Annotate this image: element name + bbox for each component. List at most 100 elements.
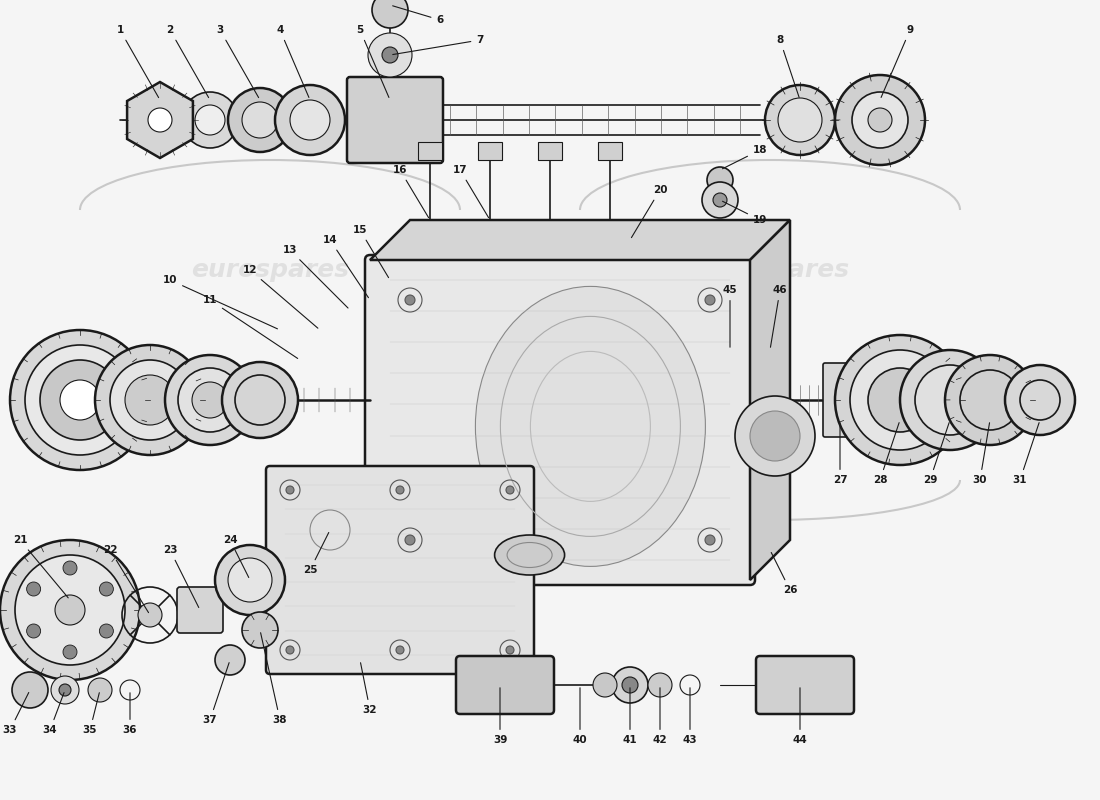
Circle shape bbox=[182, 92, 238, 148]
Circle shape bbox=[228, 88, 292, 152]
Circle shape bbox=[396, 486, 404, 494]
Ellipse shape bbox=[495, 535, 564, 575]
Text: 27: 27 bbox=[833, 422, 847, 485]
Circle shape bbox=[405, 295, 415, 305]
Circle shape bbox=[286, 646, 294, 654]
Text: 43: 43 bbox=[683, 688, 697, 745]
Text: 33: 33 bbox=[2, 693, 29, 735]
FancyBboxPatch shape bbox=[365, 255, 755, 585]
Text: 16: 16 bbox=[393, 165, 429, 218]
Text: 11: 11 bbox=[202, 295, 298, 358]
Text: 28: 28 bbox=[872, 422, 899, 485]
Circle shape bbox=[228, 558, 272, 602]
Text: 24: 24 bbox=[222, 535, 249, 578]
Text: 14: 14 bbox=[322, 235, 368, 298]
Text: 32: 32 bbox=[361, 662, 377, 715]
Text: 44: 44 bbox=[793, 688, 807, 745]
Circle shape bbox=[25, 345, 135, 455]
Circle shape bbox=[868, 368, 932, 432]
FancyBboxPatch shape bbox=[538, 142, 562, 160]
Text: 36: 36 bbox=[123, 693, 138, 735]
Text: 1: 1 bbox=[117, 25, 158, 98]
Circle shape bbox=[850, 350, 950, 450]
Text: 6: 6 bbox=[393, 6, 443, 25]
Circle shape bbox=[707, 167, 733, 193]
Text: eurospares: eurospares bbox=[691, 258, 849, 282]
Text: 25: 25 bbox=[302, 533, 329, 575]
Text: 9: 9 bbox=[881, 25, 914, 98]
Text: 22: 22 bbox=[102, 545, 148, 613]
Circle shape bbox=[40, 360, 120, 440]
Text: 3: 3 bbox=[217, 25, 258, 98]
Circle shape bbox=[88, 678, 112, 702]
Circle shape bbox=[372, 0, 408, 28]
Text: 37: 37 bbox=[202, 662, 229, 725]
Circle shape bbox=[195, 105, 226, 135]
Circle shape bbox=[275, 85, 345, 155]
Text: 30: 30 bbox=[972, 422, 990, 485]
Circle shape bbox=[0, 540, 140, 680]
Circle shape bbox=[12, 672, 48, 708]
Text: 31: 31 bbox=[1013, 422, 1040, 485]
Circle shape bbox=[15, 555, 125, 665]
FancyBboxPatch shape bbox=[756, 656, 854, 714]
Text: 17: 17 bbox=[453, 165, 488, 218]
FancyBboxPatch shape bbox=[598, 142, 622, 160]
Text: 29: 29 bbox=[923, 422, 949, 485]
Polygon shape bbox=[128, 82, 192, 158]
Circle shape bbox=[125, 375, 175, 425]
Circle shape bbox=[621, 677, 638, 693]
Circle shape bbox=[286, 486, 294, 494]
Text: 46: 46 bbox=[770, 285, 788, 347]
Circle shape bbox=[835, 335, 965, 465]
Text: 20: 20 bbox=[631, 185, 668, 238]
FancyBboxPatch shape bbox=[478, 142, 502, 160]
Circle shape bbox=[764, 85, 835, 155]
Text: 19: 19 bbox=[723, 202, 767, 225]
Circle shape bbox=[214, 545, 285, 615]
Circle shape bbox=[396, 646, 404, 654]
Circle shape bbox=[835, 75, 925, 165]
Text: 21: 21 bbox=[13, 535, 68, 598]
Circle shape bbox=[506, 646, 514, 654]
Circle shape bbox=[51, 676, 79, 704]
Text: 42: 42 bbox=[652, 688, 668, 745]
Text: 26: 26 bbox=[771, 553, 797, 595]
Circle shape bbox=[713, 193, 727, 207]
Text: 18: 18 bbox=[723, 145, 768, 169]
Circle shape bbox=[59, 684, 72, 696]
FancyBboxPatch shape bbox=[456, 656, 554, 714]
Circle shape bbox=[214, 645, 245, 675]
Text: 15: 15 bbox=[353, 225, 388, 278]
Text: 2: 2 bbox=[166, 25, 209, 98]
Circle shape bbox=[648, 673, 672, 697]
Circle shape bbox=[138, 603, 162, 627]
Circle shape bbox=[852, 92, 907, 148]
Text: 7: 7 bbox=[393, 35, 484, 54]
Circle shape bbox=[99, 624, 113, 638]
Text: 13: 13 bbox=[283, 245, 348, 308]
Text: 41: 41 bbox=[623, 688, 637, 745]
Circle shape bbox=[778, 98, 822, 142]
FancyBboxPatch shape bbox=[823, 363, 857, 437]
Circle shape bbox=[368, 33, 412, 77]
Circle shape bbox=[63, 645, 77, 659]
Text: 38: 38 bbox=[261, 633, 287, 725]
Circle shape bbox=[192, 382, 228, 418]
Circle shape bbox=[165, 355, 255, 445]
Circle shape bbox=[95, 345, 205, 455]
Text: eurospares: eurospares bbox=[191, 258, 349, 282]
Circle shape bbox=[900, 350, 1000, 450]
Circle shape bbox=[290, 100, 330, 140]
FancyBboxPatch shape bbox=[346, 77, 443, 163]
Circle shape bbox=[222, 362, 298, 438]
Circle shape bbox=[242, 102, 278, 138]
Text: 8: 8 bbox=[777, 35, 799, 98]
Text: 35: 35 bbox=[82, 693, 99, 735]
Circle shape bbox=[63, 561, 77, 575]
Circle shape bbox=[26, 624, 41, 638]
Circle shape bbox=[110, 360, 190, 440]
Circle shape bbox=[242, 612, 278, 648]
Text: 5: 5 bbox=[356, 25, 389, 98]
Circle shape bbox=[55, 595, 85, 625]
